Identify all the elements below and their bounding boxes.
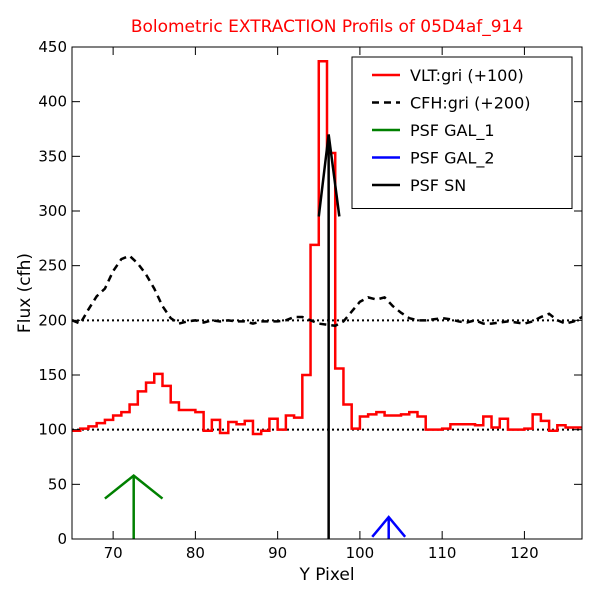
plot-area xyxy=(72,59,582,539)
y-tick-label: 0 xyxy=(57,530,67,548)
x-tick-label: 80 xyxy=(186,544,205,562)
x-tick-label: 70 xyxy=(104,544,123,562)
legend-label: CFH:gri (+200) xyxy=(410,94,531,113)
y-tick-label: 100 xyxy=(38,421,67,439)
legend: VLT:gri (+100) CFH:gri (+200) PSF GAL_1 PSF… xyxy=(351,56,573,209)
y-tick-label: 300 xyxy=(38,202,67,220)
plot-frame xyxy=(71,46,583,540)
y-tick-label: 250 xyxy=(38,257,67,275)
x-tick-label: 90 xyxy=(268,544,287,562)
y-tick-label: 400 xyxy=(38,93,67,111)
y-tick-label: 200 xyxy=(38,311,67,329)
y-tick-label: 150 xyxy=(38,366,67,384)
psf-marker-psf-gal-2 xyxy=(371,515,407,539)
y-tick-label: 450 xyxy=(38,38,67,56)
legend-label: VLT:gri (+100) xyxy=(410,66,524,85)
legend-box xyxy=(351,56,573,209)
legend-label: PSF SN xyxy=(410,176,466,195)
x-tick-label: 100 xyxy=(346,544,375,562)
y-axis-label: Flux (cfh) xyxy=(15,253,35,333)
psf-marker-psf-gal-1 xyxy=(104,473,164,539)
chart-title: Bolometric EXTRACTION Profils of 05D4af_… xyxy=(131,17,523,37)
y-tick-label: 50 xyxy=(48,475,67,493)
axis-ticks: 70 80 90 100 110 120 0 50 100 150 200 250 300 350 400 4… xyxy=(38,38,582,562)
psf-marker-psf-sn xyxy=(317,134,341,539)
series-vlt-step-line xyxy=(72,59,582,436)
y-tick-label: 350 xyxy=(38,147,67,165)
legend-label: PSF GAL_2 xyxy=(410,149,495,169)
x-tick-label: 110 xyxy=(428,544,457,562)
x-axis-label: Y Pixel xyxy=(298,565,354,585)
legend-label: PSF GAL_1 xyxy=(410,121,495,141)
x-tick-label: 120 xyxy=(510,544,539,562)
